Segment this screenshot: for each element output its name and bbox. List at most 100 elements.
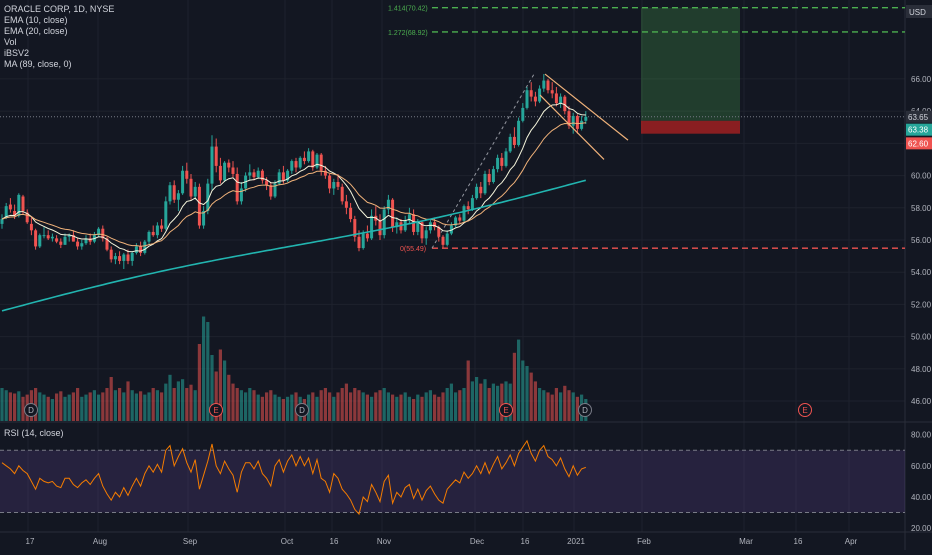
candle-body xyxy=(386,199,390,210)
volume-bar xyxy=(130,390,134,421)
volume-bar xyxy=(277,396,281,421)
candle-body xyxy=(424,230,428,239)
candle-body xyxy=(550,90,554,94)
candle-body xyxy=(353,219,357,237)
channel-lines xyxy=(539,73,629,160)
symbol-title[interactable]: ORACLE CORP, 1D, NYSE xyxy=(4,4,115,14)
event-marker-label: E xyxy=(213,406,218,415)
indicator-ma89[interactable]: MA (89, close, 0) xyxy=(4,59,72,69)
volume-bar xyxy=(59,391,63,421)
volume-bar xyxy=(122,392,126,421)
volume-bar xyxy=(84,394,88,421)
moving-averages xyxy=(1,102,587,312)
candle-body xyxy=(433,222,437,228)
candle-body xyxy=(336,182,340,187)
volume-bar xyxy=(533,381,537,421)
volume-bar xyxy=(189,384,193,421)
candle-body xyxy=(139,246,143,253)
volume-bar xyxy=(281,399,285,421)
volume-bar xyxy=(399,394,403,421)
candle-body xyxy=(67,235,71,237)
volume-bar xyxy=(344,383,348,421)
rsi-pane xyxy=(0,439,905,516)
candle-body xyxy=(407,214,411,221)
candle-body xyxy=(0,219,4,224)
event-marker-label: E xyxy=(503,406,508,415)
candle-body xyxy=(525,90,529,108)
currency-label: USD xyxy=(909,8,926,17)
candle-body xyxy=(328,175,332,189)
last-price-tag-bg xyxy=(906,110,932,123)
volume-bar xyxy=(496,385,500,421)
candle-body xyxy=(370,215,374,239)
candle-body xyxy=(554,93,558,104)
candle-body xyxy=(206,183,210,211)
event-marker xyxy=(499,403,513,417)
candle-body xyxy=(302,157,306,162)
candle-body xyxy=(575,115,579,129)
candle-body xyxy=(496,157,500,170)
candle-body xyxy=(491,169,495,183)
time-tick-label: 2021 xyxy=(567,537,585,546)
take-profit-zone xyxy=(641,7,740,121)
volume-bar xyxy=(206,322,210,421)
candle-body xyxy=(504,151,508,166)
volume-bar xyxy=(42,394,46,421)
volume-bar xyxy=(416,394,420,421)
volume-bar xyxy=(563,385,567,421)
volume-bar xyxy=(374,392,378,421)
candle-body xyxy=(378,220,382,236)
volume-bar xyxy=(529,372,533,421)
volume-bar xyxy=(256,394,260,421)
volume-bar xyxy=(286,396,290,421)
channel-lower xyxy=(539,94,605,160)
volume-bar xyxy=(160,392,164,421)
candle-body xyxy=(80,243,84,247)
candle-body xyxy=(17,194,21,216)
candle-body xyxy=(462,206,466,221)
indicator-ema20[interactable]: EMA (20, close) xyxy=(4,26,68,36)
volume-bar xyxy=(239,390,243,421)
candle-body xyxy=(298,157,302,168)
volume-bar xyxy=(97,394,101,421)
volume-bar xyxy=(260,396,264,421)
volume-bar xyxy=(172,388,176,421)
candle-body xyxy=(542,80,546,89)
indicator-ema10[interactable]: EMA (10, close) xyxy=(4,15,68,25)
volume-bar xyxy=(479,383,483,421)
fib-extension: 1.414(70.42) 1.272(68.92) 0(55.49) xyxy=(388,6,905,253)
event-marker xyxy=(209,403,223,417)
candle-body xyxy=(538,88,542,102)
event-marker xyxy=(578,403,592,417)
indicator-volume[interactable]: Vol xyxy=(4,37,17,47)
candle-body xyxy=(483,173,487,194)
volume-bar xyxy=(391,394,395,421)
price-tick-label: 54.00 xyxy=(911,268,932,277)
time-tick-label: 16 xyxy=(521,537,530,546)
candle-body xyxy=(34,230,38,247)
volume-bar xyxy=(218,349,222,421)
volume-bar xyxy=(168,374,172,421)
position-tool xyxy=(0,7,905,134)
volume-bar xyxy=(483,379,487,421)
time-tick-label: 16 xyxy=(330,537,339,546)
ema-price-tag-bg xyxy=(906,123,932,136)
volume-bar xyxy=(525,366,529,421)
rsi-legend[interactable]: RSI (14, close) xyxy=(4,428,64,438)
candle-body xyxy=(500,157,504,166)
candle-body xyxy=(55,238,59,242)
volume-bar xyxy=(365,394,369,421)
fib-level-label: 1.272(68.92) xyxy=(388,30,428,37)
candle-body xyxy=(218,165,222,181)
volume-bar xyxy=(181,379,185,421)
candle-body xyxy=(487,173,491,183)
price-tick-label: 46.00 xyxy=(911,397,932,406)
candle-body xyxy=(521,107,525,121)
candle-body xyxy=(126,254,130,261)
candle-body xyxy=(134,246,138,253)
indicator-ibsv2[interactable]: iBSV2 xyxy=(4,48,30,58)
candle-body xyxy=(395,222,399,228)
volume-bar xyxy=(197,344,201,421)
